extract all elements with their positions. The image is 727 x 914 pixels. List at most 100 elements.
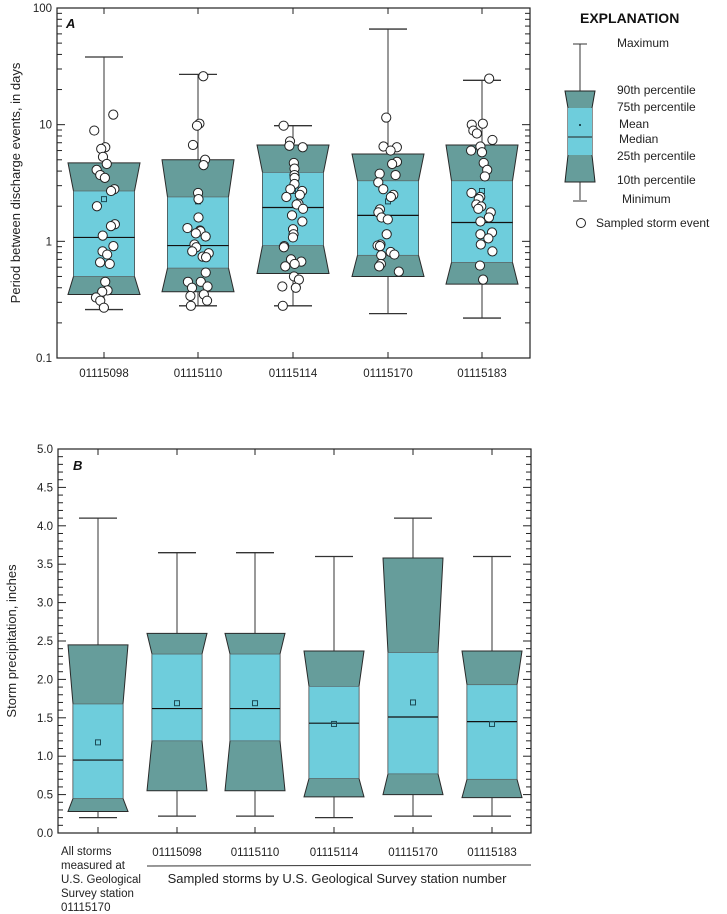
storm-event-point [193, 212, 204, 223]
storm-event-point [187, 246, 198, 257]
legend-box-inner [568, 108, 592, 155]
legend-minimum: Minimum [622, 192, 671, 206]
storm-event-point [89, 125, 100, 136]
box-a-0 [67, 56, 141, 311]
box-b-2 [224, 552, 286, 817]
x-tick-label: 01115170 [363, 368, 412, 380]
box-inner [387, 652, 439, 775]
legend-sampled: Sampled storm event [596, 216, 710, 230]
legend-mean: Mean [619, 117, 649, 131]
y-tick-label: 0.0 [37, 828, 53, 840]
storm-event-point [477, 274, 489, 285]
chart-a: Period between discharge events, in days… [8, 3, 531, 380]
storm-event-point [385, 191, 397, 203]
storm-event-point [381, 112, 392, 123]
storm-event-point [190, 228, 201, 239]
y-tick-label: 2.0 [37, 674, 53, 686]
storm-event-point [99, 172, 110, 183]
storm-event-point [373, 177, 384, 188]
storm-event-point [374, 168, 385, 179]
storm-event-point [185, 290, 196, 302]
x-axis-group-line [146, 864, 532, 867]
storm-event-point [473, 203, 484, 214]
storm-event-point [483, 212, 495, 223]
storm-event-point [297, 216, 308, 227]
storm-event-point [198, 71, 209, 82]
storm-event-point [382, 214, 393, 225]
storm-event-point [390, 169, 401, 181]
legend-median: Median [619, 132, 658, 146]
mean-marker [331, 720, 337, 727]
box-b-4 [382, 517, 444, 817]
mean-marker [95, 739, 101, 746]
storm-event-point [287, 232, 299, 243]
storm-event-point [104, 258, 115, 270]
storm-event-point [294, 189, 305, 201]
storm-event-point [487, 134, 498, 146]
storm-event-point [289, 258, 300, 270]
storm-event-point [381, 229, 392, 240]
storm-event-point [97, 230, 108, 241]
storm-event-point [476, 147, 488, 158]
x-tick-label: 01115098 [79, 368, 128, 380]
storm-event-point [187, 139, 199, 151]
storm-event-point [278, 242, 289, 253]
y-tick-label: 3.5 [37, 559, 53, 571]
legend-p10: 10th percentile [617, 173, 696, 187]
y-tick-label: 0.5 [37, 790, 53, 802]
storm-event-point [200, 267, 211, 278]
storm-event-point [479, 171, 490, 182]
mean-marker [174, 700, 180, 707]
storm-event-point [100, 276, 111, 287]
legend-sampled-marker [576, 218, 586, 228]
storm-event-point [94, 257, 106, 268]
mean-marker [489, 720, 495, 727]
legend: EXPLANATION Maximum 90th percentile 75th… [564, 10, 710, 230]
storm-event-point [378, 184, 389, 195]
x-tick-label-line: U.S. Geological [61, 874, 141, 886]
box-inner [229, 653, 281, 742]
storm-event-point [182, 222, 193, 234]
storm-event-point [376, 250, 387, 261]
y-tick-label: 4.0 [37, 521, 53, 533]
legend-maximum: Maximum [617, 36, 669, 50]
storm-event-point [285, 184, 296, 195]
storm-event-point [374, 241, 386, 252]
y-tick-label: 10 [39, 120, 52, 132]
storm-event-point [200, 231, 211, 242]
storm-event-point [475, 239, 486, 250]
storm-event-point [277, 281, 288, 292]
plot-frame [57, 448, 532, 834]
mean-marker [252, 700, 258, 707]
storm-event-point [389, 249, 400, 260]
x-tick-label: 01115183 [457, 368, 506, 380]
legend-p25: 25th percentile [617, 149, 696, 163]
storm-event-point [191, 120, 203, 131]
storm-event-point [477, 118, 488, 129]
storm-event-point [374, 261, 385, 272]
storm-event-point [281, 191, 292, 203]
storm-event-point [297, 142, 308, 153]
storm-event-point [91, 201, 103, 212]
storm-event-point [387, 158, 398, 170]
storm-event-point [277, 300, 288, 311]
x-tick-label: 01115114 [310, 847, 359, 859]
x-tick-label-line: measured at [61, 860, 126, 872]
y-tick-label: 0.1 [36, 353, 52, 365]
storm-event-point [98, 302, 109, 313]
legend-p90: 90th percentile [617, 83, 696, 97]
y-tick-label: 1.0 [37, 751, 53, 763]
y-tick-label: 4.5 [37, 482, 53, 494]
storm-event-point [198, 160, 209, 171]
chart-b: Storm precipitation, inches Sampled stor… [4, 444, 532, 914]
storm-event-point [487, 246, 498, 257]
box-b-5 [461, 555, 523, 817]
storm-event-point [475, 216, 486, 227]
storm-event-point [393, 266, 404, 277]
y-tick-label: 100 [33, 3, 52, 15]
legend-title: EXPLANATION [580, 10, 679, 26]
y-axis-label-b: Storm precipitation, inches [4, 564, 19, 718]
legend-p75: 75th percentile [617, 100, 696, 114]
legend-mean-marker [579, 124, 581, 126]
storm-event-point [466, 187, 477, 199]
